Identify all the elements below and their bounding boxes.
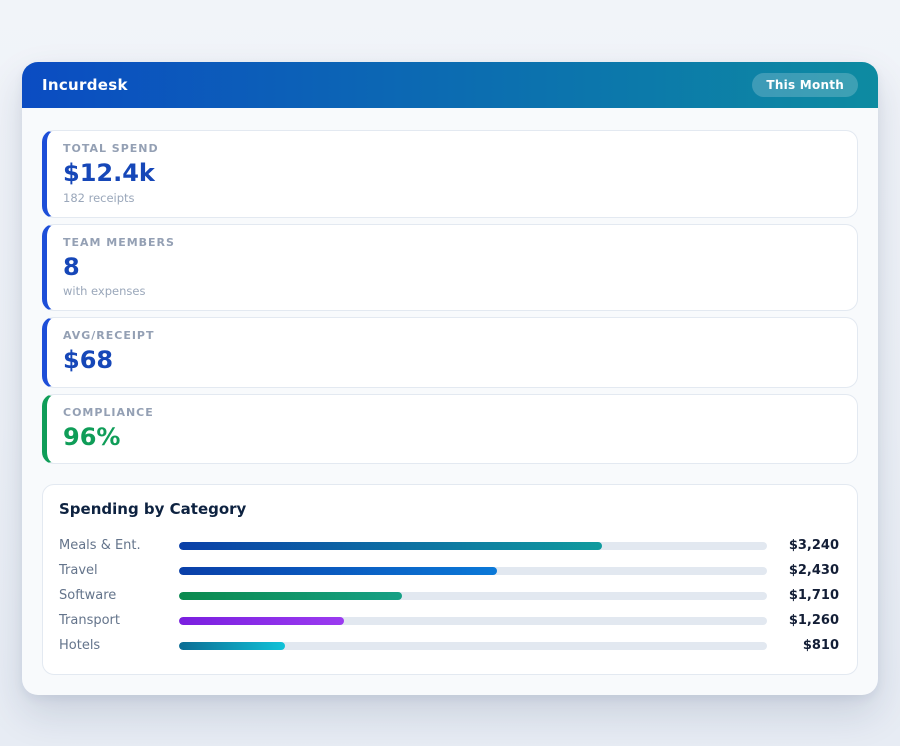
category-value: $2,430 <box>788 563 839 579</box>
stat-subtext: with expenses <box>63 284 146 299</box>
category-value: $3,240 <box>788 538 839 554</box>
category-bar-fill <box>179 566 497 575</box>
category-row-software: Software $1,710 <box>59 583 839 608</box>
stat-value: $68 <box>63 346 114 375</box>
app-header: Incurdesk This Month <box>22 62 878 108</box>
category-value: $1,710 <box>788 588 839 604</box>
stat-card-total-spend: TOTAL SPEND $12.4k 182 receipts <box>42 130 858 218</box>
stat-card-team-members: TEAM MEMBERS 8 with expenses <box>42 223 858 312</box>
stat-value: 8 <box>63 252 80 281</box>
stat-label: COMPLIANCE <box>63 405 154 419</box>
category-row-travel: Travel $2,430 <box>59 558 839 583</box>
dashboard-card: Incurdesk This Month TOTAL SPEND $12.4k … <box>22 62 878 696</box>
category-bar-track <box>179 566 767 575</box>
category-row-meals: Meals & Ent. $3,240 <box>59 533 839 558</box>
category-bar-track <box>179 641 767 650</box>
category-bar-fill <box>179 591 403 600</box>
stat-value: 96% <box>63 422 121 451</box>
category-value: $1,260 <box>788 613 839 629</box>
stat-card-compliance: COMPLIANCE 96% <box>42 393 858 465</box>
stat-value: $12.4k <box>63 159 155 187</box>
stat-card-avg-receipt: AVG/RECEIPT $68 <box>42 317 858 388</box>
category-bar-fill <box>179 541 603 550</box>
category-label: Transport <box>59 613 121 629</box>
category-row-hotels: Hotels $810 <box>59 633 839 658</box>
period-badge[interactable]: This Month <box>752 73 858 97</box>
panel-title: Spending by Category <box>59 500 247 519</box>
stat-label: TEAM MEMBERS <box>63 235 175 249</box>
category-bar-track <box>179 616 767 625</box>
stat-label: TOTAL SPEND <box>63 142 159 155</box>
stat-label: AVG/RECEIPT <box>63 329 155 343</box>
category-label: Travel <box>59 563 98 579</box>
category-bar-fill <box>179 616 344 625</box>
spending-by-category-panel: Spending by Category Meals & Ent. $3,240… <box>42 484 858 676</box>
category-row-transport: Transport $1,260 <box>59 608 839 633</box>
dashboard-body: TOTAL SPEND $12.4k 182 receipts TEAM MEM… <box>22 108 878 695</box>
category-label: Hotels <box>59 638 101 654</box>
category-bar-fill <box>179 641 285 650</box>
stat-subtext: 182 receipts <box>63 190 135 205</box>
category-label: Meals & Ent. <box>59 538 141 554</box>
app-title: Incurdesk <box>42 76 128 94</box>
category-bar-track <box>179 591 767 600</box>
category-label: Software <box>59 588 117 604</box>
category-bar-track <box>179 541 767 550</box>
category-value: $810 <box>802 638 839 654</box>
